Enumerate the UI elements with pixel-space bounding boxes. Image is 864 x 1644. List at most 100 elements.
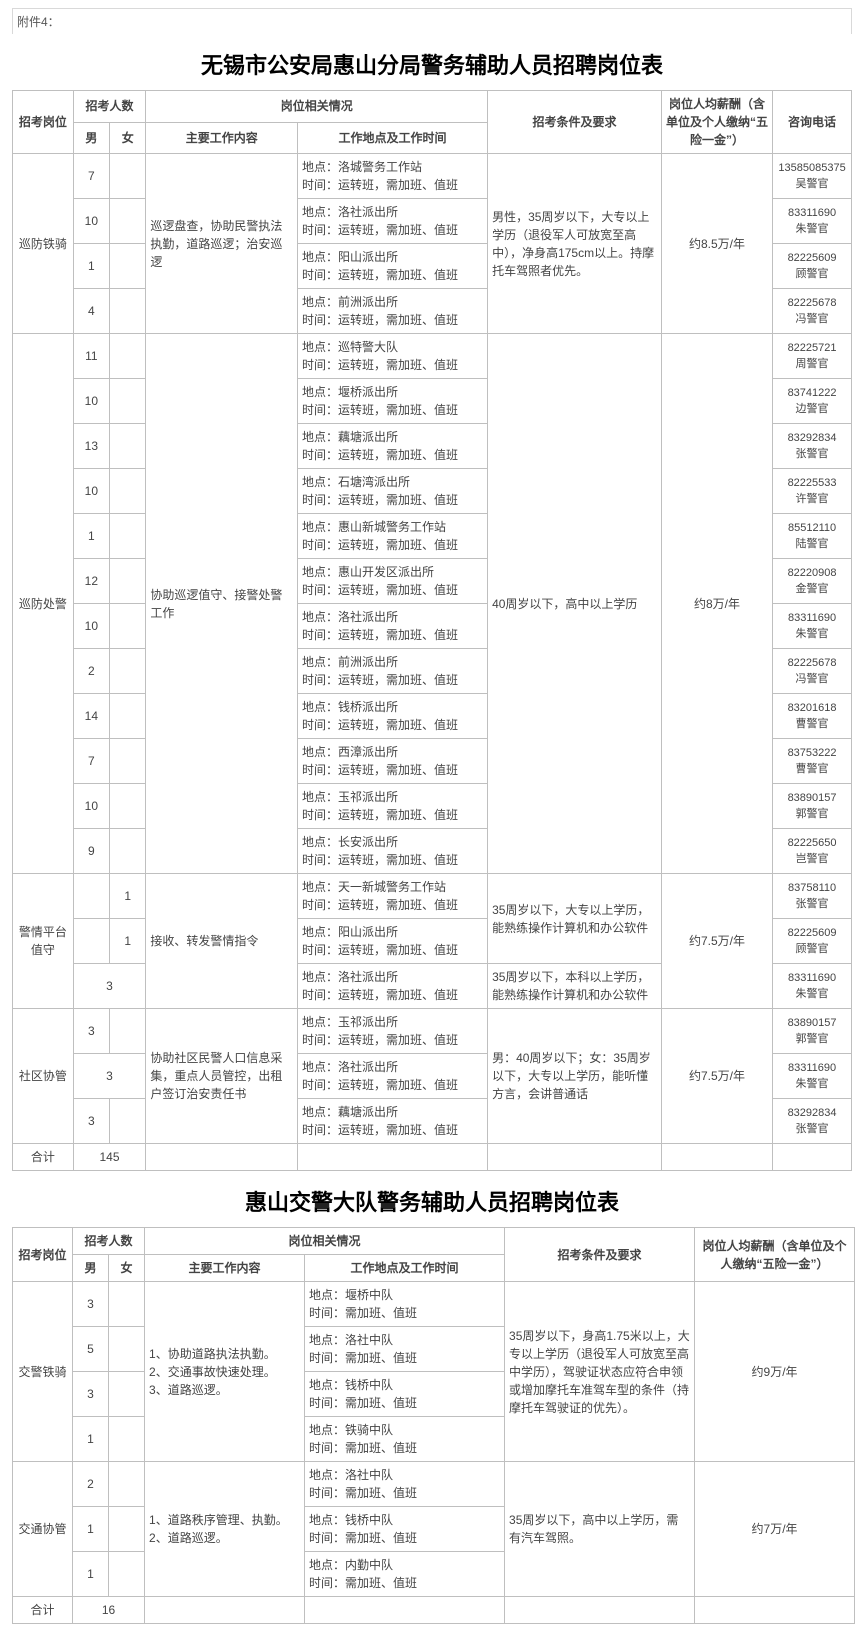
cell-empty: [505, 1597, 695, 1624]
cell-req: 35周岁以下，本科以上学历，能熟练操作计算机和办公软件: [488, 964, 662, 1009]
cell-contact: 82225721周警官: [773, 334, 852, 379]
cell-male: 11: [73, 334, 109, 379]
table1-header: 招考岗位 招考人数 岗位相关情况 招考条件及要求 岗位人均薪酬（含单位及个人缴纳…: [13, 91, 852, 154]
cell-contact: 82225650岂警官: [773, 829, 852, 874]
cell-contact: 83292834张警官: [773, 1099, 852, 1144]
table-row-total: 合计145: [13, 1144, 852, 1171]
table-row: 交警铁骑31、协助道路执法执勤。2、交通事故快速处理。3、道路巡逻。地点：堰桥中…: [13, 1282, 855, 1327]
cell-female: [109, 1417, 145, 1462]
cell-empty: [305, 1597, 505, 1624]
cell-male: 14: [73, 694, 109, 739]
cell-empty: [145, 1597, 305, 1624]
cell-work: 接收、转发警情指令: [146, 874, 298, 1009]
hdr-mainwork: 主要工作内容: [146, 122, 298, 154]
cell-req: 35周岁以下，大专以上学历，能熟练操作计算机和办公软件: [488, 874, 662, 964]
cell-loctime: 地点：惠山新城警务工作站时间：运转班，需加班、值班: [298, 514, 488, 559]
cell-loctime: 地点：惠山开发区派出所时间：运转班，需加班、值班: [298, 559, 488, 604]
cell-loctime: 地点：天一新城警务工作站时间：运转班，需加班、值班: [298, 874, 488, 919]
cell-salary: 约8.5万/年: [661, 154, 772, 334]
cell-salary: 约7.5万/年: [661, 874, 772, 1009]
cell-contact: 83890157郭警官: [773, 1009, 852, 1054]
cell-loctime: 地点：阳山派出所时间：运转班，需加班、值班: [298, 919, 488, 964]
cell-contact: 85512110陆警官: [773, 514, 852, 559]
cell-male: 3: [73, 1282, 109, 1327]
cell-work: 1、道路秩序管理、执勤。2、道路巡逻。: [145, 1462, 305, 1597]
cell-female: [110, 514, 146, 559]
hdr2-count: 招考人数: [73, 1228, 145, 1255]
cell-position: 警情平台值守: [13, 874, 74, 1009]
cell-loctime: 地点：阳山派出所时间：运转班，需加班、值班: [298, 244, 488, 289]
cell-male: 1: [73, 1507, 109, 1552]
cell-loctime: 地点：洛社中队时间：需加班、值班: [305, 1327, 505, 1372]
cell-loctime: 地点：巡特警大队时间：运转班，需加班、值班: [298, 334, 488, 379]
cell-female: [110, 469, 146, 514]
cell-male: 1: [73, 1417, 109, 1462]
cell-female: [110, 379, 146, 424]
cell-male: 4: [73, 289, 109, 334]
hdr-count: 招考人数: [73, 91, 146, 123]
cell-female: [109, 1327, 145, 1372]
cell-loctime: 地点：洛城警务工作站时间：运转班，需加班、值班: [298, 154, 488, 199]
cell-female: [110, 829, 146, 874]
cell-contact: 13585085375吴警官: [773, 154, 852, 199]
cell-position: 巡防处警: [13, 334, 74, 874]
cell-female: [110, 424, 146, 469]
table2-header: 招考岗位 招考人数 岗位相关情况 招考条件及要求 岗位人均薪酬（含单位及个人缴纳…: [13, 1228, 855, 1282]
cell-female: [109, 1507, 145, 1552]
cell-loctime: 地点：玉祁派出所时间：运转班，需加班、值班: [298, 1009, 488, 1054]
cell-female: 1: [110, 874, 146, 919]
table-row-total: 合计16: [13, 1597, 855, 1624]
cell-req: 35周岁以下，高中以上学历，需有汽车驾照。: [505, 1462, 695, 1597]
table2: 招考岗位 招考人数 岗位相关情况 招考条件及要求 岗位人均薪酬（含单位及个人缴纳…: [12, 1227, 855, 1624]
cell-male: 7: [73, 739, 109, 784]
cell-loctime: 地点：堰桥派出所时间：运转班，需加班、值班: [298, 379, 488, 424]
cell-contact: 83292834张警官: [773, 424, 852, 469]
cell-female: [110, 1099, 146, 1144]
cell-loctime: 地点：洛社派出所时间：运转班，需加班、值班: [298, 604, 488, 649]
cell-contact: 83311690朱警官: [773, 199, 852, 244]
cell-count-merged: 3: [73, 1054, 146, 1099]
hdr-loctime: 工作地点及工作时间: [298, 122, 488, 154]
cell-contact: 83758110张警官: [773, 874, 852, 919]
cell-contact: 83741222边警官: [773, 379, 852, 424]
cell-loctime: 地点：洛社中队时间：需加班、值班: [305, 1462, 505, 1507]
hdr-position: 招考岗位: [13, 91, 74, 154]
cell-male: 3: [73, 1099, 109, 1144]
cell-total-value: 16: [73, 1597, 145, 1624]
cell-male: 10: [73, 604, 109, 649]
cell-loctime: 地点：玉祁派出所时间：运转班，需加班、值班: [298, 784, 488, 829]
cell-female: [110, 334, 146, 379]
cell-female: [109, 1372, 145, 1417]
cell-contact: 83201618曹警官: [773, 694, 852, 739]
cell-empty: [773, 1144, 852, 1171]
cell-male: 12: [73, 559, 109, 604]
cell-work: 协助社区民警人口信息采集，重点人员管控，出租户签订治安责任书: [146, 1009, 298, 1144]
cell-female: 1: [110, 919, 146, 964]
table1-title: 无锡市公安局惠山分局警务辅助人员招聘岗位表: [12, 34, 852, 90]
cell-contact: 83311690朱警官: [773, 604, 852, 649]
cell-loctime: 地点：洛社派出所时间：运转班，需加班、值班: [298, 964, 488, 1009]
cell-female: [109, 1552, 145, 1597]
cell-female: [110, 289, 146, 334]
table-row: 巡防处警11协助巡逻值守、接警处警工作地点：巡特警大队时间：运转班，需加班、值班…: [13, 334, 852, 379]
cell-female: [110, 154, 146, 199]
cell-contact: 83311690朱警官: [773, 964, 852, 1009]
hdr2-position: 招考岗位: [13, 1228, 73, 1282]
cell-female: [110, 1009, 146, 1054]
cell-total-label: 合计: [13, 1597, 73, 1624]
cell-male: 7: [73, 154, 109, 199]
cell-female: [110, 784, 146, 829]
hdr-female: 女: [110, 122, 146, 154]
cell-male: 13: [73, 424, 109, 469]
cell-male: 1: [73, 514, 109, 559]
cell-loctime: 地点：钱桥中队时间：需加班、值班: [305, 1507, 505, 1552]
hdr2-loctime: 工作地点及工作时间: [305, 1255, 505, 1282]
cell-loctime: 地点：西漳派出所时间：运转班，需加班、值班: [298, 739, 488, 784]
hdr2-female: 女: [109, 1255, 145, 1282]
cell-req: 男性，35周岁以下，大专以上学历（退役军人可放宽至高中），净身高175cm以上。…: [488, 154, 662, 334]
cell-contact: 82225533许警官: [773, 469, 852, 514]
cell-empty: [298, 1144, 488, 1171]
cell-work: 巡逻盘查，协助民警执法执勤，道路巡逻；治安巡逻: [146, 154, 298, 334]
cell-male: 2: [73, 649, 109, 694]
cell-female: [110, 244, 146, 289]
